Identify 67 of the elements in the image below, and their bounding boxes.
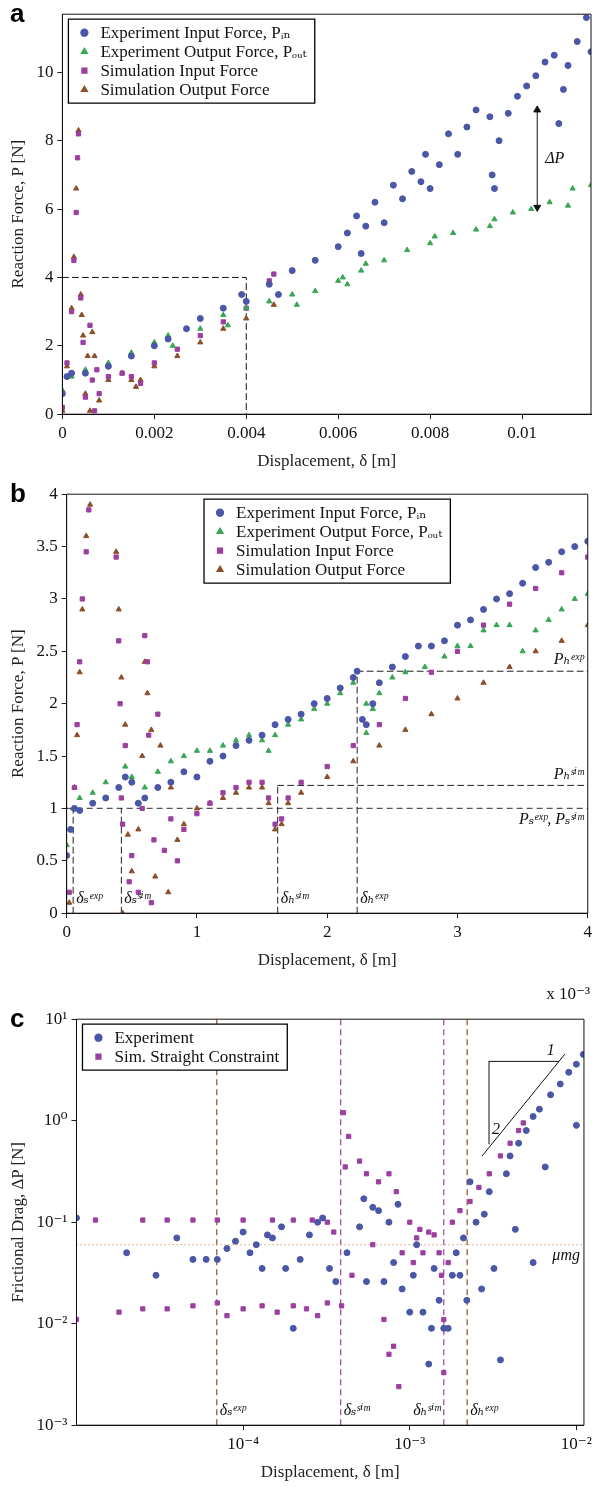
series-label: Pₕˢⁱᵐ — [552, 764, 586, 782]
y-tick-label: 10⁻² — [36, 1313, 68, 1333]
y-tick-label: 8 — [44, 130, 54, 150]
y-tick-label: 0 — [49, 902, 58, 922]
series-label: 1 — [546, 1040, 555, 1058]
series-label: δₕᵉˣᵖ — [360, 889, 390, 907]
x-tick-label: 4 — [583, 921, 593, 941]
legend-label: Simulation Input Force — [100, 61, 259, 81]
y-tick-label: 2 — [49, 693, 58, 713]
x-axis-title: Displacement, δ [m] — [257, 451, 397, 471]
y-tick-label: 3 — [49, 588, 58, 608]
legend-label: Experiment Output Force, Pₒᵤₜ — [100, 42, 308, 62]
legend-label: Experiment Input Force, Pᵢₙ — [236, 503, 427, 523]
series-label: δₛᵉˣᵖ — [76, 889, 104, 907]
y-axis-title: Frictional Drag, ΔP [N] — [7, 1141, 27, 1303]
y-tick-label: 1.5 — [36, 745, 58, 765]
text: x 10⁻³ — [546, 983, 590, 1003]
ref-line-label: δₛˢⁱᵐ — [343, 1401, 372, 1419]
legend-label: Simulation Output Force — [236, 560, 406, 580]
y-tick-label: 4 — [44, 266, 54, 286]
x-tick-label: 0.002 — [135, 422, 174, 442]
y-tick-label: 10⁰ — [43, 1110, 68, 1130]
x-tick-label: 1 — [192, 921, 202, 941]
y-tick-label: 1 — [49, 797, 58, 817]
y-tick-label: 3.5 — [36, 536, 58, 556]
ref-line-label: δₕᵉˣᵖ — [470, 1401, 500, 1419]
ref-line-label: δₛᵉˣᵖ — [219, 1401, 248, 1419]
legend-label: Simulation Output Force — [100, 80, 270, 100]
y-axis-title: Reaction Force, P [N] — [7, 629, 27, 778]
x-tick-label: 0.006 — [319, 422, 358, 442]
ref-line-label: Pₛᵉˣᵖ, Pₛˢⁱᵐ — [517, 809, 586, 827]
y-tick-label: 0 — [44, 403, 54, 423]
chart-title: a — [10, 0, 25, 29]
ref-line-label: δₕˢⁱᵐ — [413, 1401, 443, 1419]
y-tick-label: 2 — [44, 335, 54, 355]
x-tick-label: 2 — [322, 921, 332, 941]
series-label: δₛˢⁱᵐ — [124, 889, 152, 907]
y-axis-title: Reaction Force, P [N] — [7, 139, 27, 289]
x-axis-title: Displacement, δ [m] — [257, 950, 397, 970]
x-tick-label: 3 — [453, 921, 462, 941]
ref-line-label: μmg — [551, 1245, 580, 1264]
y-tick-label: 2.5 — [36, 640, 58, 660]
series-label: δₕˢⁱᵐ — [280, 889, 310, 907]
y-tick-label: 10⁻¹ — [36, 1211, 68, 1231]
y-tick-label: 4 — [49, 483, 59, 503]
series-label: ΔP — [544, 148, 565, 166]
x-tick-label: 10⁻² — [560, 1433, 592, 1453]
legend-label: Sim. Straight Constraint — [114, 1047, 280, 1067]
x-tick-label: 10⁻⁴ — [227, 1433, 260, 1453]
x-tick-label: 0.008 — [411, 422, 450, 442]
legend-label: Experiment Output Force, Pₒᵤₜ — [236, 522, 444, 542]
y-tick-label: 10⁻³ — [36, 1414, 68, 1434]
x-tick-label: 0.01 — [507, 422, 537, 442]
y-tick-label: 10¹ — [45, 1008, 68, 1028]
x-tick-label: 10⁻³ — [394, 1433, 426, 1453]
y-tick-label: 10 — [36, 61, 54, 81]
y-tick-label: 0.5 — [36, 850, 58, 870]
legend-label: Simulation Input Force — [236, 541, 394, 561]
chart-title: b — [10, 478, 26, 509]
y-tick-label: 6 — [44, 198, 54, 218]
series-label: Pₕᵉˣᵖ — [552, 650, 586, 668]
chart-title: c — [10, 1003, 25, 1034]
x-tick-label: 0.004 — [227, 422, 266, 442]
legend-label: Experiment — [114, 1028, 195, 1048]
legend-label: Experiment Input Force, Pᵢₙ — [100, 23, 291, 43]
x-axis-title: Displacement, δ [m] — [260, 1462, 400, 1482]
series-label: 2 — [492, 1120, 501, 1138]
